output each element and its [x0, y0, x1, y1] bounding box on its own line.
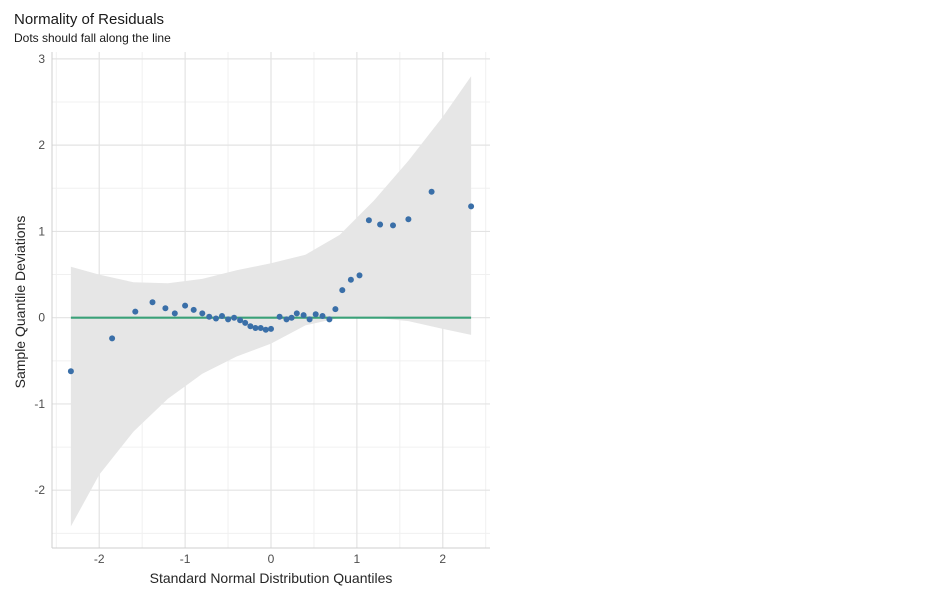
y-tick-label: -1: [34, 397, 45, 411]
data-point: [356, 272, 363, 279]
y-tick-label: 0: [38, 311, 45, 325]
x-tick-label: 2: [439, 552, 446, 566]
data-point: [199, 310, 206, 317]
confidence-band: [70, 76, 472, 527]
data-point: [377, 221, 384, 228]
data-points: [67, 188, 475, 375]
data-point: [390, 222, 396, 229]
data-point: [109, 335, 116, 342]
data-point: [293, 310, 300, 317]
chart-subtitle: Dots should fall along the line: [14, 31, 171, 45]
data-point: [312, 311, 319, 318]
data-point: [288, 314, 295, 321]
confidence-band-layer: [70, 76, 472, 527]
data-point: [468, 203, 475, 210]
x-axis-title: Standard Normal Distribution Quantiles: [150, 570, 393, 586]
data-point: [347, 276, 354, 283]
x-tick-labels: -2 -1 0 1 2: [94, 552, 447, 566]
x-tick-label: 1: [354, 552, 361, 566]
x-tick-label: -1: [180, 552, 191, 566]
data-point: [262, 326, 269, 333]
data-point: [162, 305, 169, 312]
y-axis-title: Sample Quantile Deviations: [12, 216, 28, 389]
y-tick-label: -2: [34, 483, 45, 497]
data-point: [182, 302, 189, 309]
data-point: [257, 325, 264, 331]
y-tick-label: 3: [38, 52, 45, 66]
data-point: [213, 315, 219, 322]
data-point: [247, 323, 254, 330]
data-point: [283, 316, 290, 323]
data-point: [319, 313, 326, 319]
data-point: [171, 310, 178, 317]
data-point: [225, 316, 232, 323]
data-point: [300, 312, 307, 319]
data-point: [231, 314, 238, 321]
y-tick-labels: -2 -1 0 1 2 3: [34, 52, 45, 497]
data-point: [332, 306, 339, 313]
data-point: [237, 317, 244, 324]
y-tick-label: 2: [38, 138, 45, 152]
chart-title: Normality of Residuals: [14, 11, 165, 28]
data-point: [365, 217, 372, 224]
data-point: [190, 306, 197, 313]
data-point: [67, 368, 74, 375]
data-point: [219, 313, 225, 319]
data-point: [306, 316, 313, 323]
data-point: [149, 299, 156, 306]
axes: [51, 52, 490, 549]
data-point: [268, 325, 274, 332]
data-point: [339, 287, 346, 294]
data-point: [428, 188, 435, 195]
data-point: [242, 319, 249, 326]
data-point: [252, 325, 259, 331]
y-tick-label: 1: [38, 224, 45, 238]
data-point: [276, 313, 283, 320]
data-point: [405, 216, 412, 223]
data-point: [206, 313, 213, 320]
data-point: [326, 316, 333, 323]
x-tick-label: -2: [94, 552, 105, 566]
data-point: [132, 308, 139, 315]
x-tick-label: 0: [268, 552, 275, 566]
